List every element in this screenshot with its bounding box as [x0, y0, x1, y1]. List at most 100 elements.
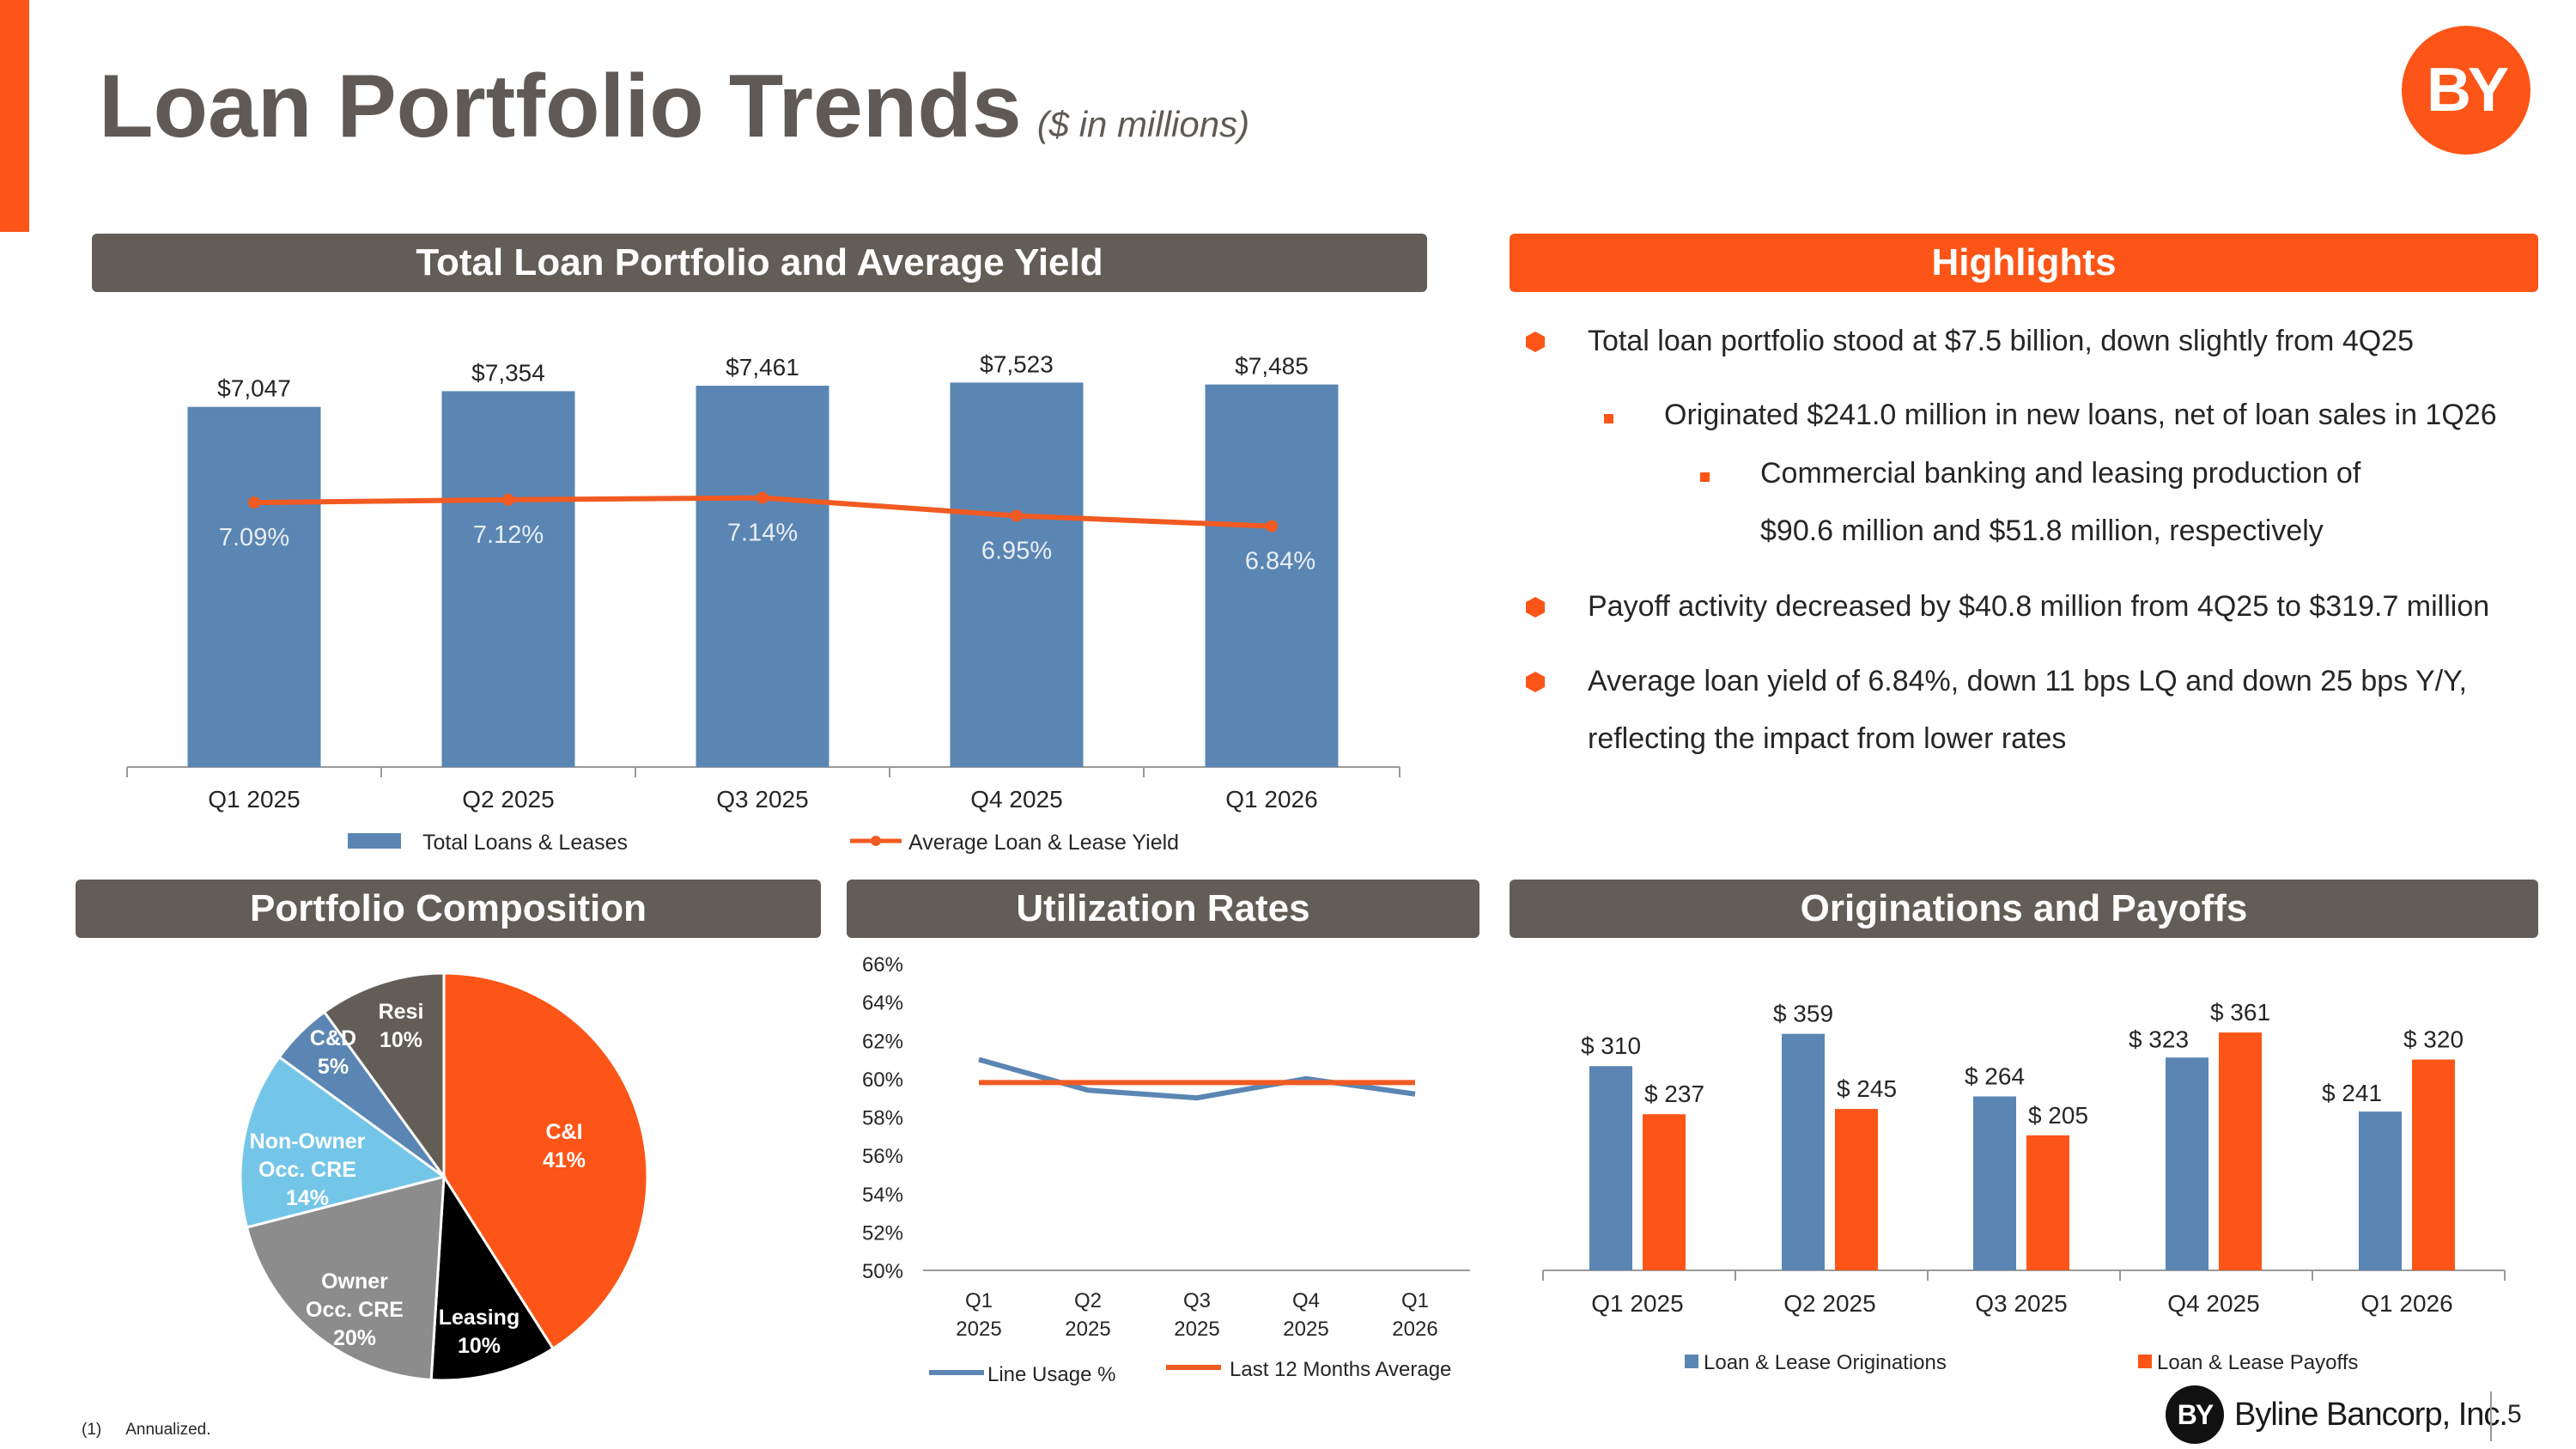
x-tick-label: Q1 2026	[1225, 786, 1317, 813]
x-tick-label: 2025	[1283, 1318, 1328, 1341]
hexagon-bullet-icon	[1526, 332, 1545, 352]
legend-swatch-total-loans	[348, 833, 401, 849]
pie-slice-label: 10%	[380, 1028, 422, 1052]
pie-slice-label: C&I	[545, 1120, 582, 1144]
bar-value-label: $ 359	[1773, 1001, 1833, 1027]
company-logo: BY Byline Bancorp, Inc.	[2166, 1385, 2508, 1444]
pie-slice-label: 14%	[286, 1186, 329, 1210]
bar-payoffs	[2219, 1032, 2262, 1270]
yield-point	[1266, 520, 1278, 533]
legend-swatch-payoffs	[2138, 1355, 2152, 1368]
bar-total-loans	[696, 386, 829, 767]
x-tick-label: Q3 2025	[1975, 1290, 2067, 1317]
pie-slice-label: Non-Owner	[250, 1129, 366, 1154]
yield-value-label: 7.14%	[727, 520, 798, 547]
bar-payoffs	[2412, 1059, 2455, 1270]
yield-value-label: 6.95%	[981, 538, 1052, 565]
x-tick-label: 2025	[1174, 1318, 1219, 1341]
x-tick-label: Q3	[1183, 1289, 1211, 1312]
header-highlights: Highlights	[1510, 234, 2538, 292]
legend-label-12m-average: Last 12 Months Average	[1230, 1358, 1451, 1381]
y-tick-label: 58%	[862, 1107, 903, 1130]
legend-marker-yield	[871, 836, 881, 846]
bar-payoffs	[1643, 1114, 1686, 1270]
byline-logo: BY	[2402, 26, 2530, 155]
header-loan-portfolio: Total Loan Portfolio and Average Yield	[92, 234, 1427, 292]
bar-value-label: $ 310	[1581, 1032, 1641, 1059]
highlight-subsubitem: Commercial banking and leasing productio…	[1760, 457, 2361, 490]
legend-label-payoffs: Loan & Lease Payoffs	[2157, 1351, 2358, 1374]
pie-slice-label: C&D	[310, 1026, 356, 1050]
header-portfolio-composition: Portfolio Composition	[76, 880, 821, 938]
square-bullet-icon	[1604, 414, 1613, 423]
y-tick-label: 56%	[862, 1145, 903, 1168]
accent-bar	[0, 0, 29, 232]
x-tick-label: Q1 2026	[2360, 1290, 2452, 1317]
yield-point	[1011, 509, 1023, 522]
bar-value-label: $7,047	[217, 375, 291, 402]
bar-value-label: $ 237	[1644, 1081, 1704, 1107]
yield-point	[756, 491, 769, 504]
legend-label-originations: Loan & Lease Originations	[1704, 1351, 1947, 1374]
company-name: Byline Bancorp, Inc.	[2234, 1396, 2508, 1433]
highlight-item: Payoff activity decreased by $40.8 milli…	[1588, 590, 2490, 623]
header-originations-payoffs: Originations and Payoffs	[1510, 880, 2538, 938]
y-tick-label: 50%	[862, 1260, 903, 1283]
highlight-item: Average loan yield of 6.84%, down 11 bps…	[1588, 665, 2467, 697]
y-tick-label: 62%	[862, 1030, 903, 1053]
x-tick-label: Q2 2025	[1783, 1290, 1875, 1317]
bar-value-label: $ 361	[2210, 999, 2270, 1026]
y-tick-label: 64%	[862, 992, 903, 1015]
utilization-rates-chart: 50% 52% 54% 56% 58% 60% 62% 64% 66% Q1 2025 Q2 2025 Q…	[862, 953, 1470, 1386]
x-tick-label: Q1	[1401, 1289, 1429, 1312]
header-utilization-rates: Utilization Rates	[847, 880, 1479, 938]
bar-total-loans	[1205, 384, 1339, 767]
x-tick-label: Q3 2025	[716, 786, 808, 813]
page-title: Loan Portfolio Trends ($ in millions)	[99, 62, 1249, 151]
highlight-subsubitem-continued: $90.6 million and $51.8 million, respect…	[1760, 514, 2324, 547]
bar-value-label: $ 323	[2129, 1026, 2189, 1052]
x-tick-label: Q2 2025	[462, 786, 554, 813]
y-tick-label: 52%	[862, 1221, 903, 1245]
footnote-text: Annualized.	[125, 1421, 211, 1439]
pie-slice-label: 41%	[543, 1148, 586, 1172]
bar-value-label: $7,461	[726, 354, 799, 381]
highlight-item: Total loan portfolio stood at $7.5 billi…	[1588, 325, 2414, 357]
yield-value-label: 6.84%	[1245, 548, 1315, 575]
bar-value-label: $ 241	[2322, 1080, 2382, 1106]
x-tick-label: Q4	[1292, 1289, 1320, 1312]
pie-slice-label: Occ. CRE	[306, 1298, 404, 1322]
bar-value-label: $ 245	[1837, 1075, 1897, 1102]
pie-slice	[429, 1172, 556, 1382]
bar-originations	[1973, 1096, 2016, 1270]
x-tick-label: Q1	[965, 1289, 993, 1312]
x-tick-label: Q1 2025	[1591, 1290, 1683, 1317]
x-tick-label: Q4 2025	[970, 786, 1062, 813]
x-tick-label: 2026	[1392, 1318, 1437, 1341]
bar-value-label: $ 205	[2028, 1102, 2088, 1129]
bar-originations	[1589, 1066, 1632, 1270]
yield-value-label: 7.09%	[219, 524, 289, 551]
page-number-divider	[2490, 1391, 2492, 1441]
pie-slice-label: 5%	[318, 1055, 349, 1079]
pie-slice	[239, 1055, 447, 1229]
x-tick-label: Q2	[1074, 1289, 1102, 1312]
loan-portfolio-chart: $7,047 Q1 2025 $7,354 Q2 2025 $7,461 Q3 2025 $…	[126, 350, 1400, 855]
page-title-text: Loan Portfolio Trends	[99, 57, 1022, 156]
pie-slice-label: Resi	[379, 1000, 424, 1024]
pie-slice	[322, 971, 446, 1181]
x-tick-label: Q1 2025	[208, 786, 300, 813]
byline-logo-mark: BY	[2166, 1385, 2224, 1444]
portfolio-composition-chart: C&I 41% Leasing 10% Owner Occ. CRE 20% Non-Owne…	[239, 971, 649, 1382]
pie-slice-label: Owner	[321, 1269, 388, 1294]
bar-originations	[2166, 1057, 2208, 1270]
highlight-subitem: Originated $241.0 million in new loans, …	[1664, 399, 2497, 431]
pie-slice	[245, 1175, 446, 1382]
bar-originations	[1782, 1033, 1825, 1270]
bar-payoffs	[2026, 1135, 2069, 1270]
x-tick-label: 2025	[1065, 1318, 1110, 1341]
page-number: 5	[2507, 1400, 2522, 1428]
hexagon-bullet-icon	[1526, 672, 1545, 692]
footnote-marker: (1)	[82, 1421, 102, 1439]
bar-value-label: $7,354	[471, 359, 545, 386]
